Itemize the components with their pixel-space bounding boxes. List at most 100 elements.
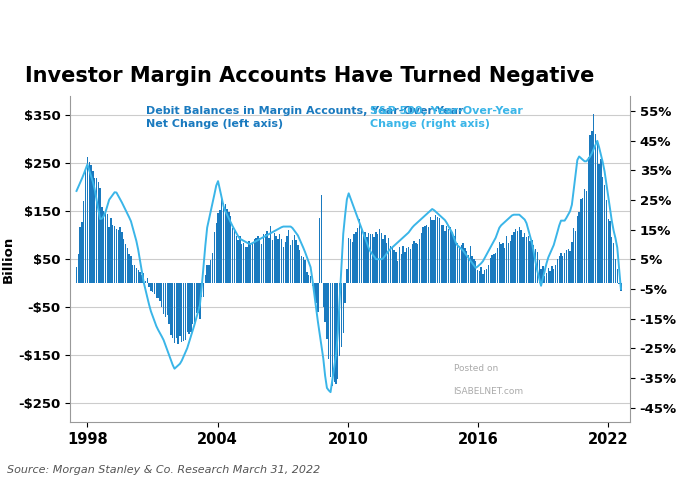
Bar	[488, 265, 489, 283]
Bar	[186, 283, 188, 332]
Bar	[470, 246, 471, 283]
Bar	[90, 165, 92, 283]
Bar	[206, 265, 208, 283]
Bar	[108, 227, 110, 283]
Bar	[419, 239, 420, 283]
Bar	[167, 283, 168, 315]
Bar	[410, 249, 411, 283]
Bar	[428, 227, 429, 283]
Bar	[560, 252, 561, 283]
Text: ISABELNET.com: ISABELNET.com	[454, 387, 524, 396]
Bar	[515, 229, 517, 283]
Bar	[537, 252, 538, 283]
Bar	[210, 260, 211, 283]
Bar	[580, 199, 582, 283]
Bar	[413, 240, 414, 283]
Bar	[326, 283, 328, 339]
Bar	[85, 171, 86, 283]
Bar	[199, 283, 201, 319]
Bar	[489, 258, 491, 283]
Bar	[528, 236, 529, 283]
Bar	[462, 243, 463, 283]
Bar	[377, 234, 379, 283]
Bar	[99, 188, 101, 283]
Bar	[564, 253, 566, 283]
Bar	[259, 238, 260, 283]
Bar	[94, 178, 95, 283]
Bar	[466, 251, 468, 283]
Bar	[582, 198, 584, 283]
Bar	[408, 247, 409, 283]
Bar	[519, 227, 520, 283]
Bar	[209, 265, 210, 283]
Bar	[406, 248, 407, 283]
Bar	[256, 239, 257, 283]
Bar	[143, 273, 144, 283]
Bar	[299, 250, 300, 283]
Bar	[372, 234, 373, 283]
Bar	[92, 171, 94, 283]
Bar	[568, 249, 569, 283]
Text: Source: Morgan Stanley & Co. Research March 31, 2022: Source: Morgan Stanley & Co. Research Ma…	[7, 465, 321, 475]
Bar	[174, 283, 175, 343]
Bar	[214, 232, 215, 283]
Bar	[244, 247, 246, 283]
Bar	[308, 276, 309, 283]
Bar	[292, 240, 293, 283]
Bar	[495, 253, 496, 283]
Bar	[237, 240, 239, 283]
Bar	[197, 283, 199, 313]
Bar	[433, 220, 435, 283]
Bar	[526, 237, 527, 283]
Bar	[381, 233, 382, 283]
Bar	[513, 231, 514, 283]
Bar	[146, 277, 148, 283]
Bar	[533, 245, 535, 283]
Bar	[150, 283, 152, 291]
Bar	[102, 207, 103, 283]
Bar	[252, 244, 253, 283]
Bar	[393, 250, 395, 283]
Bar	[330, 283, 331, 377]
Bar	[201, 283, 202, 297]
Bar	[595, 134, 596, 283]
Bar	[500, 244, 502, 283]
Bar	[177, 283, 178, 344]
Bar	[341, 283, 342, 347]
Bar	[379, 229, 380, 283]
Bar	[402, 246, 404, 283]
Bar	[384, 235, 386, 283]
Bar	[359, 219, 360, 283]
Bar	[587, 157, 589, 283]
Bar	[550, 271, 551, 283]
Bar	[194, 283, 195, 322]
Bar	[243, 243, 244, 283]
Bar	[395, 252, 397, 283]
Bar	[482, 275, 484, 283]
Bar	[301, 256, 302, 283]
Bar	[346, 269, 348, 283]
Bar	[179, 283, 181, 336]
Bar	[524, 233, 526, 283]
Bar	[270, 226, 272, 283]
Bar	[332, 283, 333, 386]
Bar	[125, 244, 126, 283]
Text: Posted on: Posted on	[454, 364, 498, 373]
Bar	[295, 240, 297, 283]
Bar	[141, 275, 143, 283]
Bar	[158, 283, 159, 298]
Bar	[609, 221, 610, 283]
Bar	[235, 236, 237, 283]
Bar	[152, 283, 153, 292]
Bar	[480, 267, 482, 283]
Bar	[598, 164, 600, 283]
Bar	[363, 234, 364, 283]
Bar	[446, 226, 447, 283]
Bar	[324, 283, 326, 323]
Bar	[323, 283, 324, 307]
Bar	[573, 228, 575, 283]
Bar	[584, 189, 585, 283]
Bar	[435, 216, 437, 283]
Bar	[437, 217, 438, 283]
Bar	[212, 253, 214, 283]
